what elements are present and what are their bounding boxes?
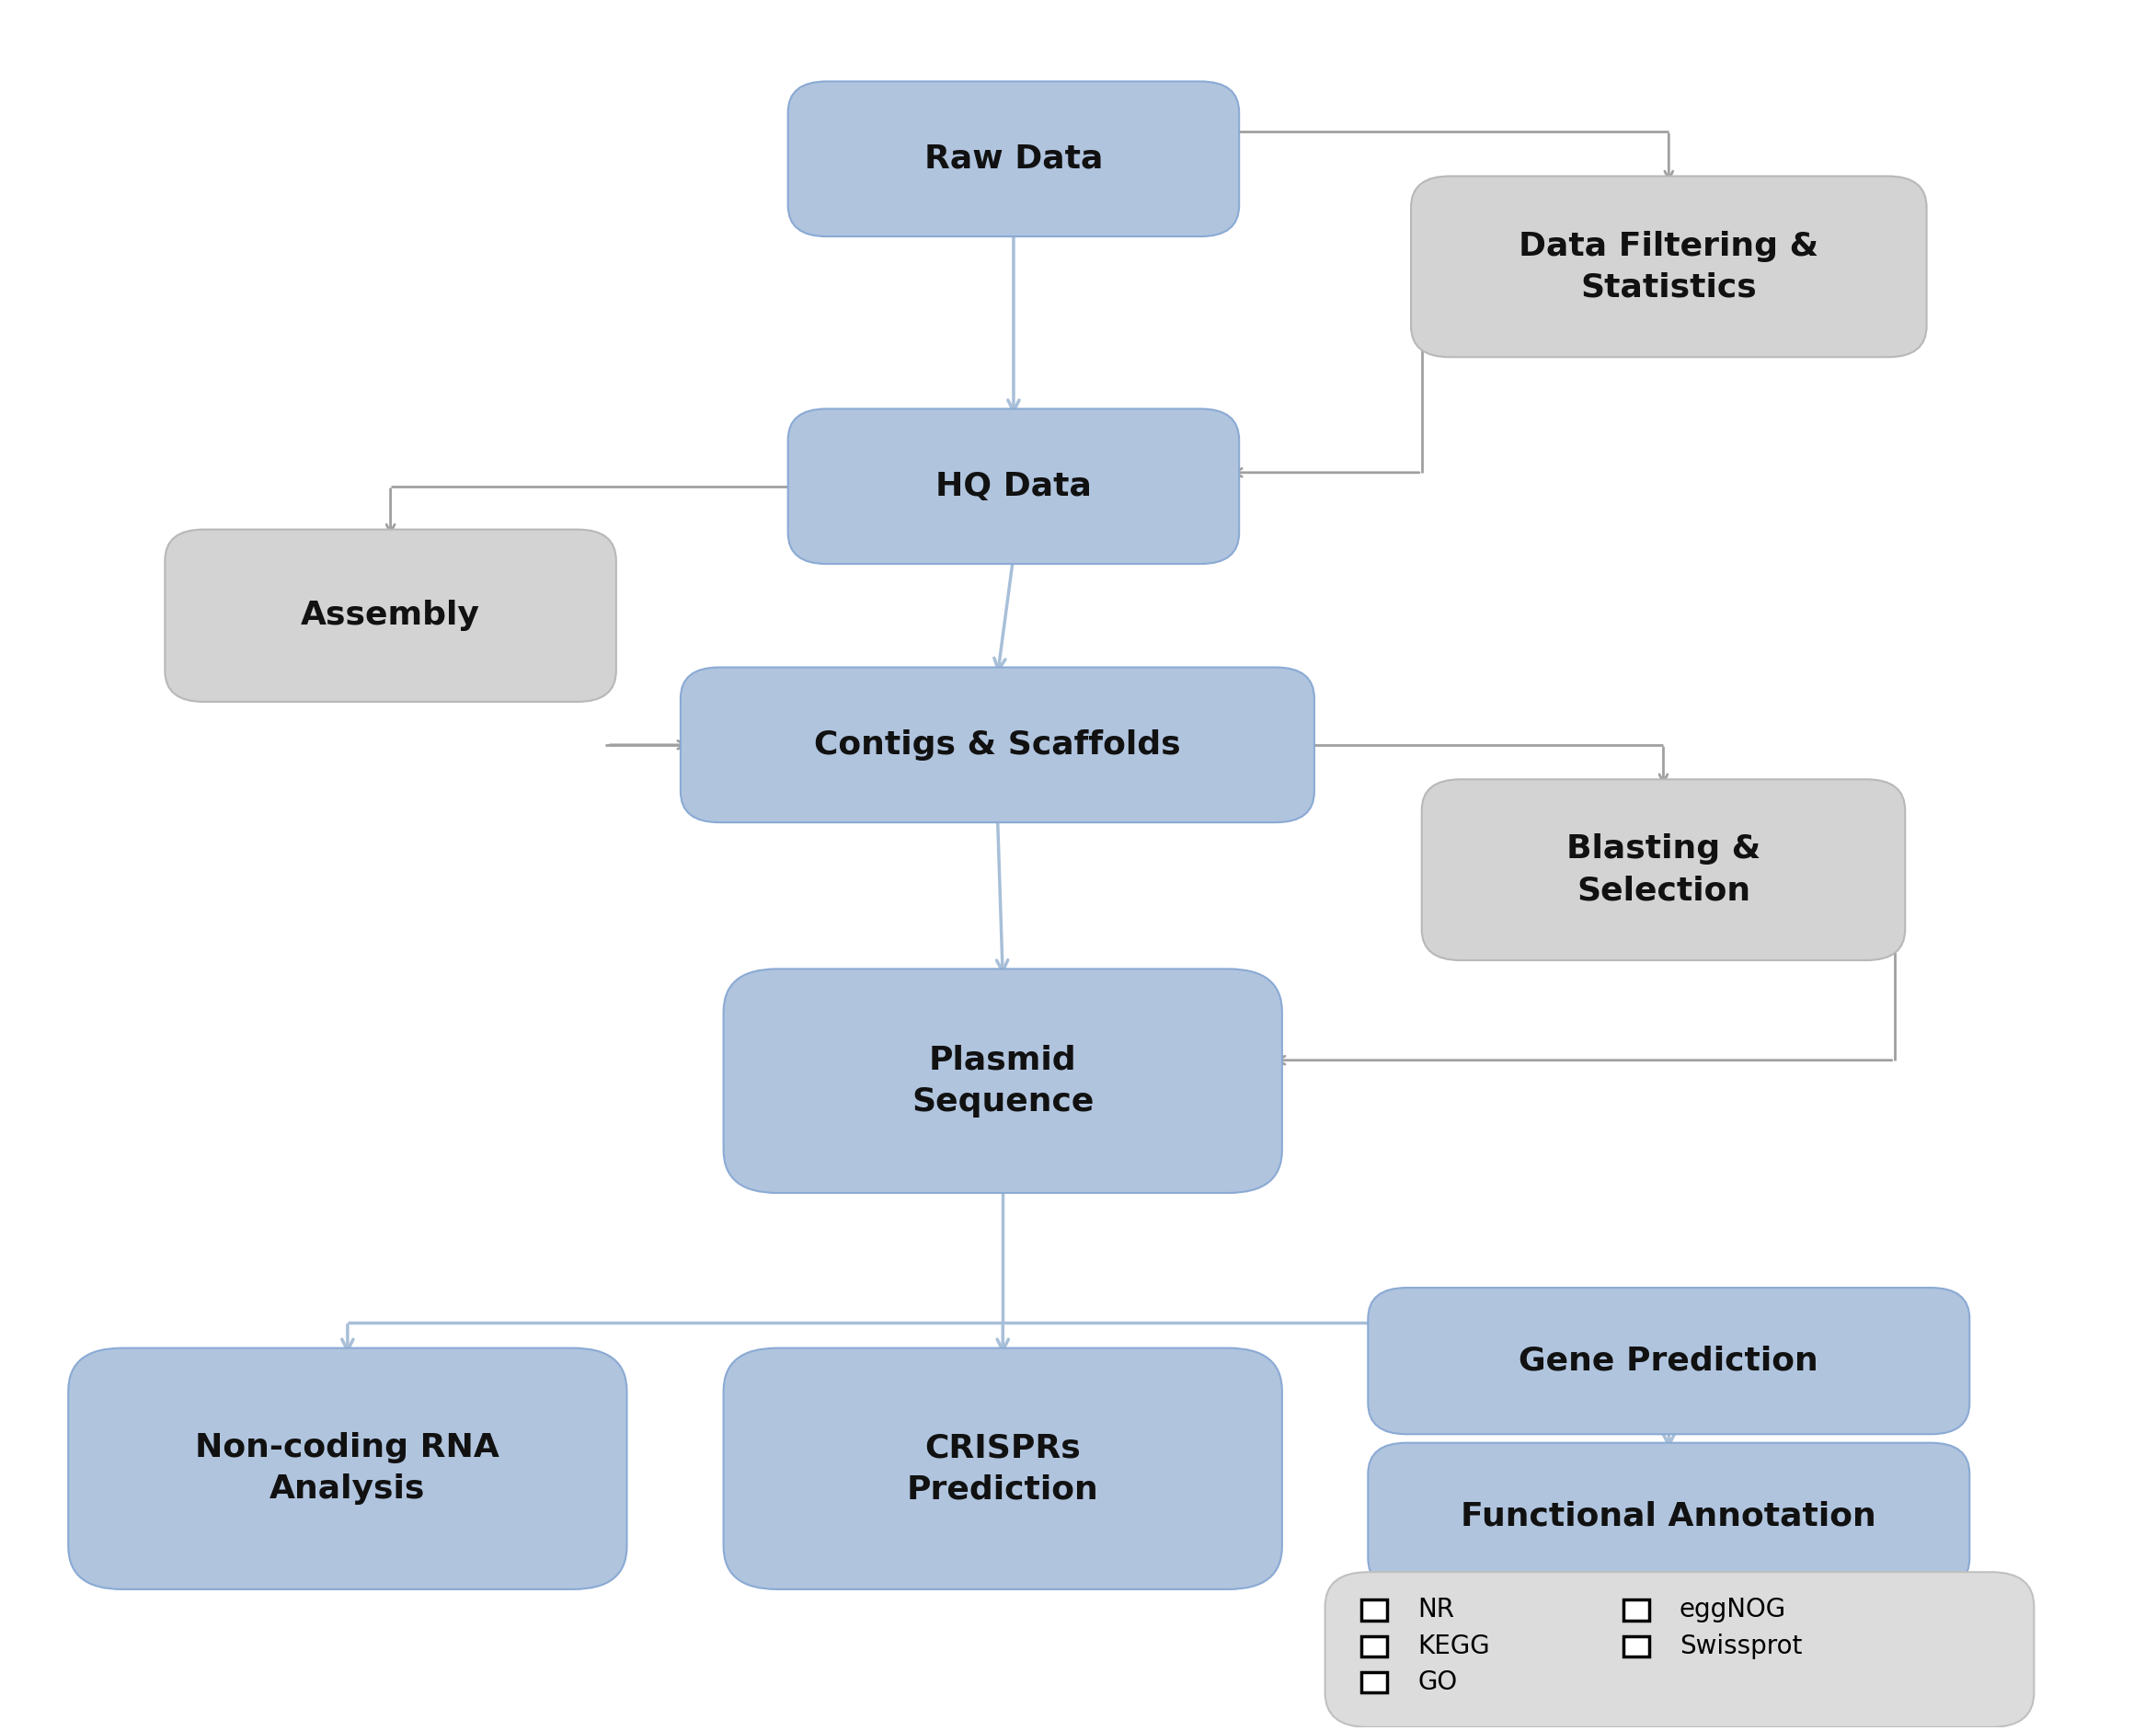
FancyBboxPatch shape: [1421, 779, 1906, 961]
FancyBboxPatch shape: [1369, 1444, 1971, 1589]
FancyBboxPatch shape: [1410, 177, 1927, 357]
FancyBboxPatch shape: [1623, 1599, 1649, 1620]
FancyBboxPatch shape: [1326, 1572, 2033, 1728]
FancyBboxPatch shape: [681, 668, 1315, 822]
Text: Swissprot: Swissprot: [1680, 1634, 1802, 1658]
FancyBboxPatch shape: [1363, 1599, 1386, 1620]
FancyBboxPatch shape: [166, 530, 617, 701]
Text: Functional Annotation: Functional Annotation: [1462, 1501, 1876, 1532]
Text: Gene Prediction: Gene Prediction: [1520, 1345, 1820, 1376]
FancyBboxPatch shape: [724, 969, 1283, 1193]
FancyBboxPatch shape: [787, 81, 1240, 237]
FancyBboxPatch shape: [1369, 1288, 1971, 1435]
Text: HQ Data: HQ Data: [936, 471, 1091, 502]
Text: Raw Data: Raw Data: [925, 144, 1104, 175]
Text: Plasmid
Sequence: Plasmid Sequence: [912, 1046, 1093, 1116]
FancyBboxPatch shape: [1363, 1636, 1386, 1657]
Text: eggNOG: eggNOG: [1680, 1598, 1787, 1624]
FancyBboxPatch shape: [69, 1348, 627, 1589]
FancyBboxPatch shape: [787, 409, 1240, 564]
FancyBboxPatch shape: [1623, 1636, 1649, 1657]
Text: Non-coding RNA
Analysis: Non-coding RNA Analysis: [196, 1433, 500, 1504]
Text: KEGG: KEGG: [1416, 1634, 1490, 1658]
FancyBboxPatch shape: [1363, 1672, 1386, 1693]
Text: Assembly: Assembly: [302, 601, 481, 632]
Text: NR: NR: [1416, 1598, 1455, 1624]
Text: Blasting &
Selection: Blasting & Selection: [1565, 834, 1761, 905]
Text: CRISPRs
Prediction: CRISPRs Prediction: [908, 1433, 1100, 1504]
Text: Data Filtering &
Statistics: Data Filtering & Statistics: [1518, 230, 1820, 303]
FancyBboxPatch shape: [724, 1348, 1283, 1589]
Text: GO: GO: [1416, 1669, 1457, 1695]
Text: Contigs & Scaffolds: Contigs & Scaffolds: [815, 729, 1181, 760]
